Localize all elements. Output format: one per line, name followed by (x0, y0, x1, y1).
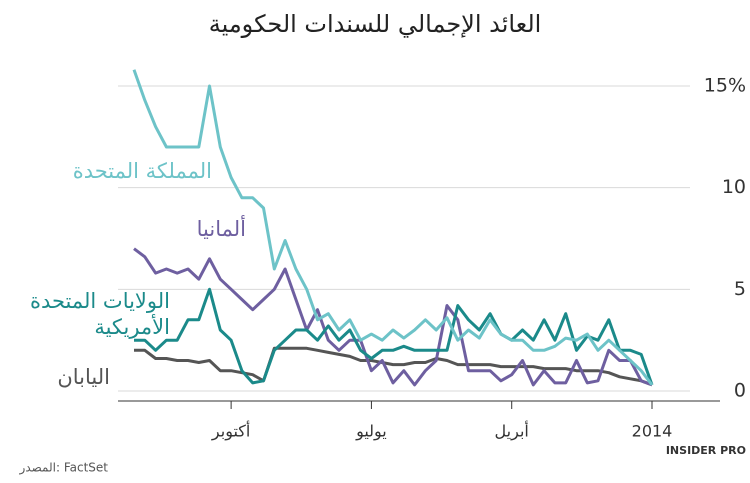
series-label: اليابان (57, 365, 110, 389)
series-label: المملكة المتحدة (72, 159, 212, 183)
y-tick-label: 0 (734, 380, 746, 402)
chart-title: العائد الإجمالي للسندات الحكومية (209, 10, 542, 38)
series-line (134, 346, 653, 387)
series-line (133, 247, 653, 387)
series-line (134, 287, 654, 386)
series-label: الولايات المتحدة الأمريكية (29, 289, 170, 339)
x-tick-label: أبريل (495, 421, 529, 442)
source: المصدر: FactSet (19, 461, 109, 476)
x-tick-label: 2014 (632, 422, 673, 441)
y-tick-label: 5 (734, 278, 746, 300)
series-label: ألمانيا (196, 217, 246, 241)
y-tick-label: 15% (704, 75, 746, 97)
x-tick-label: أكتوبر (211, 421, 250, 442)
x-tick-label: يوليو (355, 422, 387, 442)
series-line (132, 69, 654, 386)
y-tick-label: 10 (722, 176, 746, 198)
brand: INSIDER PRO (666, 444, 746, 457)
